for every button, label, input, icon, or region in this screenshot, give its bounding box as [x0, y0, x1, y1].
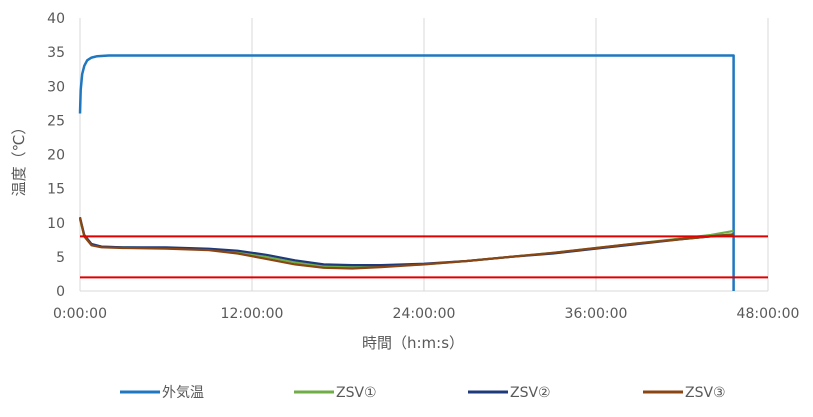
legend-label: 外気温	[162, 385, 204, 401]
x-tick-label: 24:00:00	[393, 306, 456, 322]
x-tick-label: 48:00:00	[737, 306, 800, 322]
legend-label: ZSV③	[685, 385, 726, 401]
x-axis-title: 時間（h:m:s）	[362, 334, 464, 352]
series-line-1	[78, 54, 735, 291]
y-tick-label: 15	[47, 182, 65, 198]
y-tick-label: 30	[47, 79, 65, 95]
y-tick-label: 10	[47, 216, 65, 232]
legend-label: ZSV①	[336, 385, 377, 401]
y-tick-labels: 0 5 10 15 20 25 30 35 40	[47, 11, 65, 300]
y-tick-label: 5	[56, 250, 65, 266]
plot-frame	[79, 18, 768, 292]
y-tick-label: 40	[47, 11, 65, 27]
x-tick-labels: 0:00:00 12:00:00 24:00:00 36:00:00 48:00:00	[53, 306, 799, 322]
legend-label: ZSV②	[510, 385, 551, 401]
y-tick-label: 0	[56, 284, 65, 300]
x-tick-label: 0:00:00	[53, 306, 107, 322]
y-axis-title: 温度（℃）	[10, 120, 28, 197]
series-lines	[78, 54, 735, 291]
reference-lines	[80, 235, 768, 279]
legend: 外気温 ZSV① ZSV② ZSV③	[120, 385, 726, 401]
y-tick-label: 20	[47, 148, 65, 164]
series-line-3	[78, 217, 734, 267]
x-tick-label: 36:00:00	[565, 306, 628, 322]
x-tick-label: 12:00:00	[221, 306, 284, 322]
y-tick-label: 35	[47, 45, 65, 61]
y-tick-label: 25	[47, 113, 65, 129]
series-line-4	[78, 217, 734, 270]
